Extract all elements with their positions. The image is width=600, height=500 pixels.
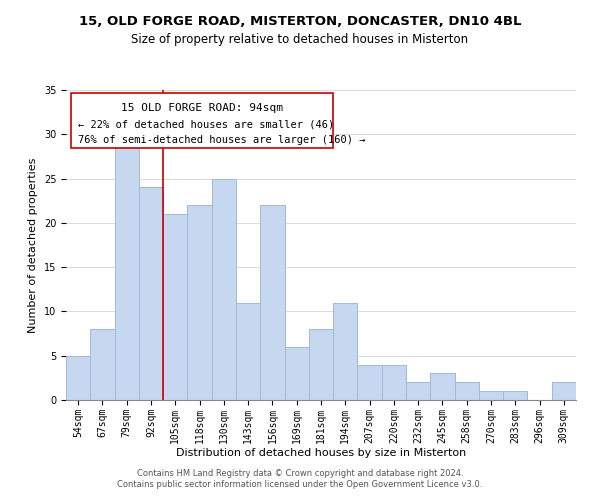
Bar (358, 364, 382, 400)
Bar (503, 391, 527, 400)
Bar (163, 214, 187, 400)
Bar (284, 347, 309, 400)
Bar (236, 302, 260, 400)
X-axis label: Distribution of detached houses by size in Misterton: Distribution of detached houses by size … (176, 448, 466, 458)
Bar (115, 143, 139, 400)
Bar (90, 329, 115, 400)
Bar (430, 374, 455, 400)
Bar (139, 188, 163, 400)
Text: Size of property relative to detached houses in Misterton: Size of property relative to detached ho… (131, 32, 469, 46)
Bar (479, 391, 503, 400)
Bar (187, 205, 212, 400)
Bar (406, 382, 430, 400)
FancyBboxPatch shape (71, 92, 333, 148)
Bar (66, 356, 90, 400)
Text: ← 22% of detached houses are smaller (46): ← 22% of detached houses are smaller (46… (78, 119, 334, 129)
Bar (212, 178, 236, 400)
Bar (309, 329, 333, 400)
Text: 15 OLD FORGE ROAD: 94sqm: 15 OLD FORGE ROAD: 94sqm (121, 104, 283, 114)
Bar (260, 205, 284, 400)
Bar (382, 364, 406, 400)
Text: 15, OLD FORGE ROAD, MISTERTON, DONCASTER, DN10 4BL: 15, OLD FORGE ROAD, MISTERTON, DONCASTER… (79, 15, 521, 28)
Text: Contains public sector information licensed under the Open Government Licence v3: Contains public sector information licen… (118, 480, 482, 489)
Text: 76% of semi-detached houses are larger (160) →: 76% of semi-detached houses are larger (… (78, 135, 365, 145)
Y-axis label: Number of detached properties: Number of detached properties (28, 158, 38, 332)
Bar (552, 382, 576, 400)
Bar (333, 302, 358, 400)
Text: Contains HM Land Registry data © Crown copyright and database right 2024.: Contains HM Land Registry data © Crown c… (137, 468, 463, 477)
Bar (455, 382, 479, 400)
